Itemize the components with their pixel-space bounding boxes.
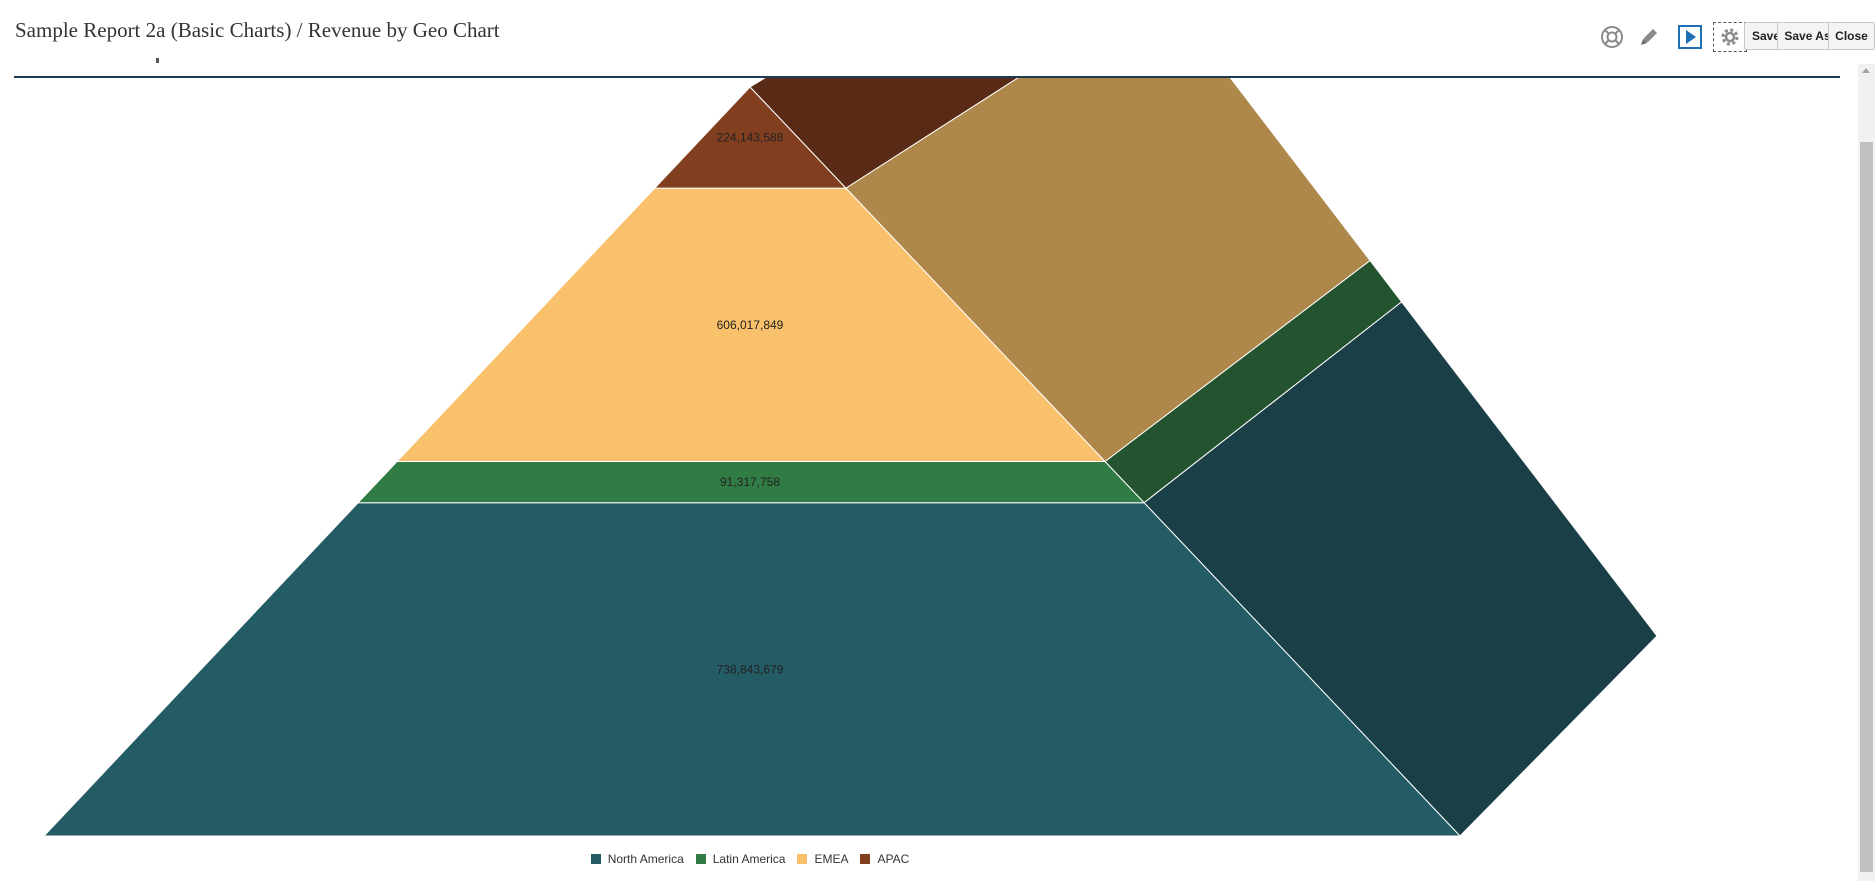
- close-button[interactable]: Close: [1828, 22, 1875, 50]
- legend-swatch: [695, 854, 706, 864]
- pyramid-chart: 738,843,679 91,317,758 606,017,849 224,143,…: [0, 78, 1860, 881]
- scroll-up-arrow[interactable]: [1862, 68, 1870, 73]
- chart-legend: North America Latin America EMEA APAC: [0, 850, 1500, 868]
- pyramid-chart-svg: 738,843,679 91,317,758 606,017,849 224,143,…: [42, 78, 1658, 837]
- legend-label: APAC: [877, 852, 910, 866]
- save-as-button[interactable]: Save As: [1777, 22, 1838, 50]
- header-mark: [156, 58, 159, 63]
- settings-icon[interactable]: [1713, 22, 1747, 52]
- edit-icon[interactable]: [1634, 22, 1664, 52]
- data-label: 91,317,758: [720, 475, 780, 489]
- header-divider: [14, 76, 1840, 78]
- legend-swatch: [590, 854, 601, 864]
- legend-label: North America: [607, 852, 684, 866]
- legend-item[interactable]: EMEA: [797, 852, 848, 866]
- legend-item[interactable]: North America: [590, 852, 684, 866]
- data-label: 224,143,588: [717, 131, 784, 145]
- legend-label: EMEA: [814, 852, 849, 866]
- run-icon[interactable]: [1675, 22, 1705, 52]
- report-header: Sample Report 2a (Basic Charts) / Revenu…: [0, 0, 1875, 78]
- legend-swatch: [797, 854, 808, 864]
- legend-item[interactable]: APAC: [860, 852, 909, 866]
- data-label: 606,017,849: [717, 318, 784, 332]
- legend-label: Latin America: [712, 852, 786, 866]
- pyramid-segment-apac[interactable]: [653, 86, 848, 189]
- data-label: 738,843,679: [717, 662, 784, 676]
- page-title: Sample Report 2a (Basic Charts) / Revenu…: [15, 18, 500, 42]
- legend-swatch: [860, 854, 871, 864]
- scroll-thumb[interactable]: [1860, 142, 1873, 872]
- legend-item[interactable]: Latin America: [695, 852, 786, 866]
- vertical-scrollbar[interactable]: [1858, 64, 1875, 881]
- help-icon[interactable]: [1597, 22, 1627, 52]
